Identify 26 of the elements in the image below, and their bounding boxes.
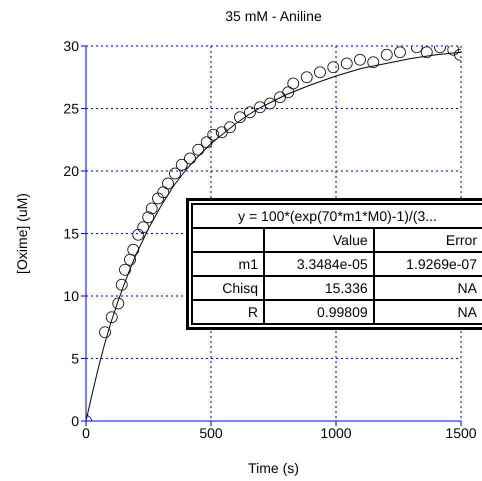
y-tick-label: 15: [63, 225, 80, 242]
annotation: 3.3484e-05: [264, 252, 374, 276]
y-tick-label: 10: [63, 288, 80, 304]
y-tick-label: 0: [71, 412, 80, 429]
y-tick-label: 20: [63, 162, 80, 179]
y-tick-label: 25: [63, 100, 80, 116]
x-tick-label: 1500: [445, 424, 477, 441]
annotation: Value: [264, 228, 374, 252]
annotation: y = 100*(exp(70*m1*M0)-1)/(3...: [193, 205, 482, 228]
x-tick-label: 0: [82, 424, 90, 441]
annotation: 15.336: [264, 276, 374, 300]
x-tick-label: 500: [199, 424, 223, 441]
annotation: NA: [374, 276, 482, 300]
x-axis-title: Time (s): [248, 460, 299, 476]
annotation: R: [193, 300, 264, 323]
y-tick-label: 5: [71, 350, 80, 366]
annotation: m1: [193, 252, 264, 276]
y-tick-label: 30: [63, 38, 80, 54]
chart-title: 35 mM - Aniline: [224, 8, 323, 24]
annotation: 1.9269e-07: [374, 252, 482, 276]
x-tick-label: 1000: [320, 424, 352, 441]
annotation: NA: [374, 300, 482, 323]
annotation: Error: [374, 228, 482, 252]
y-axis-title: [Oxime] (uM): [14, 193, 30, 274]
annotation: 0.99809: [264, 300, 374, 323]
annotation: Chisq: [193, 276, 264, 300]
